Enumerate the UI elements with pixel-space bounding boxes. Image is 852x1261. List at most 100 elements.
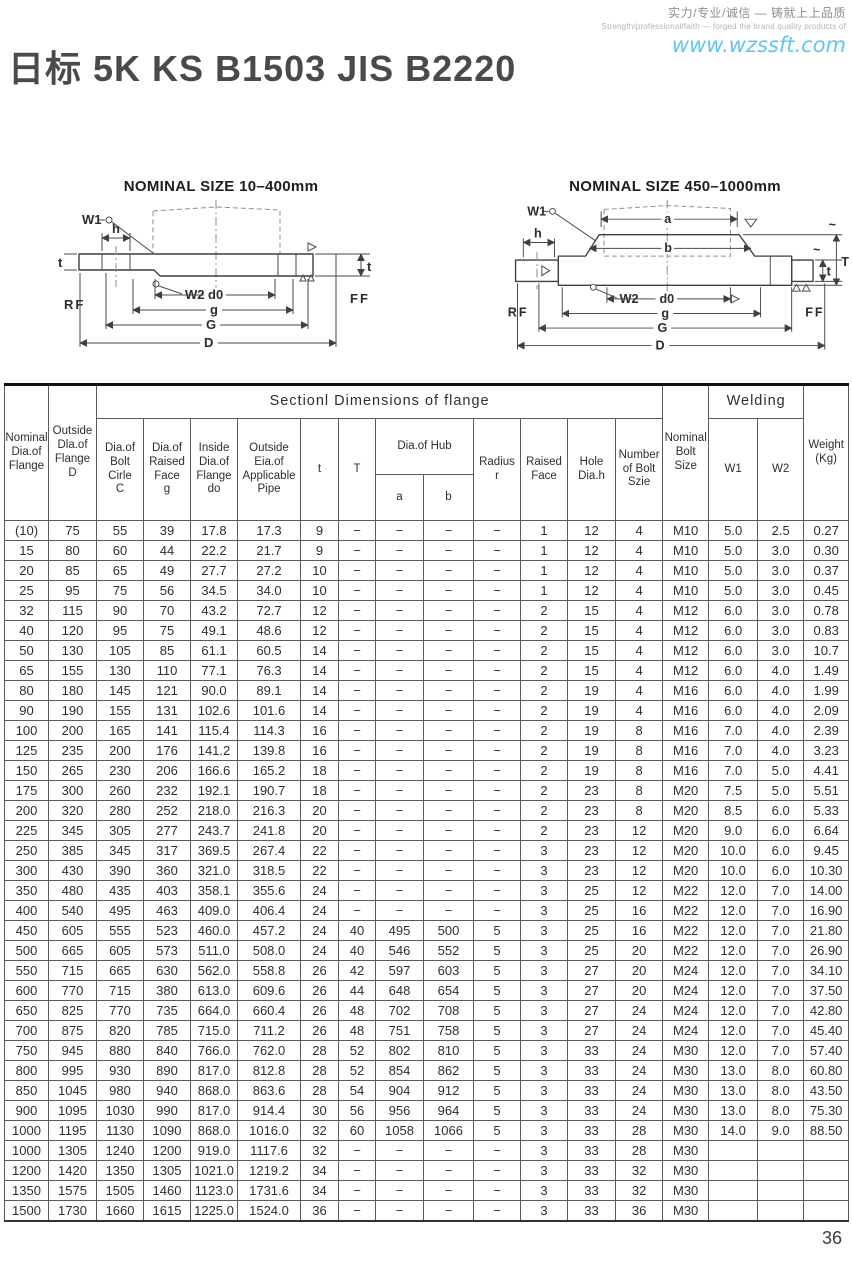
table-cell: 1130 (96, 1120, 144, 1141)
table-row: 900 1095 1030 990 817.0 914.4 30 56 956 964 5 3 33 24… (4, 1100, 850, 1121)
table-row: 1500 1730 1660 1615 1225.0 1524.0 36− − − −3 33 36 M… (4, 1200, 850, 1222)
table-cell: − (473, 640, 521, 661)
table-cell: 24 (300, 940, 339, 961)
table-cell: 34.0 (237, 580, 301, 601)
table-cell: − (338, 800, 376, 821)
table-cell: 55 (96, 520, 144, 541)
table-cell: 4.0 (757, 720, 805, 741)
dim-label-d0: d0 (208, 287, 223, 302)
table-cell: 176 (143, 740, 191, 761)
table-cell: 10.7 (803, 640, 850, 661)
table-cell: 56 (143, 580, 191, 601)
table-cell: 495 (96, 900, 144, 921)
table-cell: 820 (96, 1020, 144, 1041)
table-cell: 24 (300, 880, 339, 901)
table-cell: 7.0 (757, 960, 805, 981)
table-cell: 546 (375, 940, 424, 961)
table-row: 20 85 65 49 27.7 27.2 10− − − −1 12 4 M10 5.0 3.0 0.37 (4, 560, 850, 581)
table-cell: 360 (143, 860, 191, 881)
table-cell: − (423, 660, 474, 681)
table-cell: − (423, 760, 474, 781)
table-cell: − (473, 660, 521, 681)
dimension-t-right: t (315, 253, 372, 277)
table-cell: 3 (520, 880, 568, 901)
table-cell: 660.4 (237, 1000, 301, 1021)
table-cell: 3.0 (757, 540, 805, 561)
table-cell: M24 (662, 1000, 710, 1021)
table-cell: 33 (567, 1040, 616, 1061)
table-cell: 165 (96, 720, 144, 741)
table-cell: 2.39 (803, 720, 850, 741)
table-cell: 32 (300, 1140, 339, 1161)
table-cell: 369.5 (190, 840, 238, 861)
table-cell: M16 (662, 740, 710, 761)
table-cell: 1117.6 (237, 1140, 301, 1161)
table-cell: 33 (567, 1200, 616, 1222)
table-cell: 25 (567, 880, 616, 901)
table-cell: 350 (4, 880, 49, 901)
dimension-chain: d0 g G D (79, 254, 337, 350)
table-cell: − (423, 540, 474, 561)
table-cell: 100 (4, 720, 49, 741)
dim-label-h: h (112, 221, 120, 236)
table-cell: − (338, 740, 376, 761)
table-cell: 5.0 (708, 520, 759, 541)
col-header-w2: W2 (757, 418, 805, 521)
table-cell: 243.7 (190, 820, 238, 841)
table-row: 1200 1420 1350 1305 1021.0 1219.2 34− − − −3 33 32 M… (4, 1160, 850, 1181)
table-cell: 5 (473, 1100, 521, 1121)
dimension-b: b (588, 241, 752, 255)
table-cell: M20 (662, 780, 710, 801)
table-cell: − (375, 820, 424, 841)
table-cell: 12.0 (708, 920, 759, 941)
table-cell: 75 (48, 520, 97, 541)
table-cell: M12 (662, 660, 710, 681)
table-cell: 2 (520, 800, 568, 821)
table-cell: 34.10 (803, 960, 850, 981)
table-row: 750 945 880 840 766.0 762.0 28 52 802 810 5 3 33 24 M3… (4, 1040, 850, 1061)
table-cell: 43.2 (190, 600, 238, 621)
table-cell (757, 1160, 805, 1181)
table-cell: 3 (520, 860, 568, 881)
table-cell: 20 (4, 560, 49, 581)
dim-label-D: D (204, 335, 213, 350)
table-cell: 1 (520, 560, 568, 581)
table-cell: 49 (143, 560, 191, 581)
table-cell: 141.2 (190, 740, 238, 761)
table-cell (757, 1140, 805, 1161)
table-cell: 32 (614, 1160, 664, 1181)
table-cell: 600 (4, 980, 49, 1001)
table-cell: 230 (96, 760, 144, 781)
table-cell: 12 (567, 560, 616, 581)
table-cell: 24 (614, 1100, 664, 1121)
table-cell: − (423, 560, 474, 581)
table-cell: 7.0 (708, 740, 759, 761)
table-cell: 715.0 (190, 1020, 238, 1041)
brand-website-link[interactable]: www.wzssft.com (671, 33, 846, 57)
table-cell: 28 (300, 1040, 339, 1061)
table-cell: − (375, 1180, 424, 1201)
table-cell: 964 (423, 1100, 474, 1121)
table-cell: 4.0 (757, 700, 805, 721)
table-cell: − (423, 860, 474, 881)
table-cell: 12 (614, 880, 664, 901)
dim-label-g: g (661, 306, 669, 320)
table-cell: − (338, 840, 376, 861)
table-cell: 480 (48, 880, 97, 901)
table-cell: − (338, 760, 376, 781)
table-cell: M30 (662, 1080, 710, 1101)
table-cell: 32 (300, 1120, 339, 1141)
table-cell: − (338, 860, 376, 881)
table-cell: 8 (614, 740, 664, 761)
pipe-dashed-outline (152, 200, 281, 295)
table-cell: M16 (662, 680, 710, 701)
table-cell: 1016.0 (237, 1120, 301, 1141)
table-cell: 33 (567, 1120, 616, 1141)
table-cell: 785 (143, 1020, 191, 1041)
table-cell (757, 1180, 805, 1201)
table-cell: 1219.2 (237, 1160, 301, 1181)
table-cell: 5.0 (708, 560, 759, 581)
table-cell: − (473, 700, 521, 721)
table-cell: M16 (662, 720, 710, 741)
table-cell: 20 (614, 980, 664, 1001)
